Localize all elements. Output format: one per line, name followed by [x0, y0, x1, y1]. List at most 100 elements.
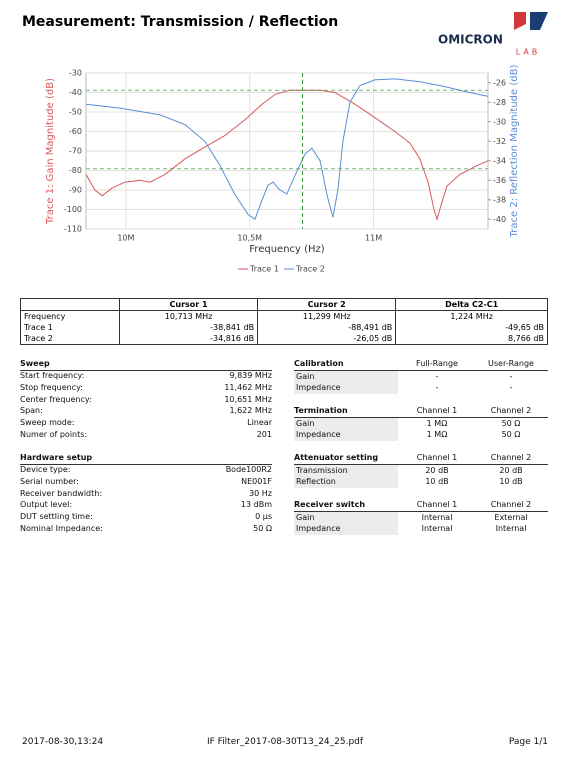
footer-file: IF Filter_2017-08-30T13_24_25.pdf: [206, 737, 364, 747]
section-title: Sweep: [20, 358, 272, 371]
row-label: Trace 1: [20, 322, 120, 333]
cell: Internal: [421, 512, 453, 522]
row-value: 30 Hz: [249, 488, 272, 498]
cell: -: [435, 383, 439, 393]
cell: 1,224 MHz: [395, 310, 548, 322]
logo-mark: [514, 12, 526, 30]
cell: Internal: [495, 524, 527, 534]
footer-page: Page 1/1: [508, 737, 548, 747]
column-header: Channel 1: [416, 453, 458, 462]
cell: Internal: [421, 524, 453, 534]
cell: -49,65 dB: [395, 322, 548, 333]
cell: 8,766 dB: [395, 333, 548, 345]
row-label: Transmission: [294, 464, 398, 477]
cell: 20 dB: [425, 465, 449, 475]
y-tick-label: -110: [64, 225, 82, 234]
y2-tick-label: -34: [493, 156, 506, 165]
legend-label: Trace 1: [249, 265, 279, 274]
row-value: 13 dBm: [240, 500, 272, 510]
logo-sub: LAB: [516, 48, 541, 57]
footer-date: 2017-08-30,13:24: [22, 737, 104, 747]
section-title: Termination: [294, 405, 548, 418]
section-title: Calibration: [294, 358, 548, 371]
header-row: Cursor 1 Cursor 2 Delta C2-C1: [20, 298, 548, 311]
row-label: Impedance: [294, 429, 398, 442]
column-header: Channel 2: [490, 453, 532, 462]
section-title: Attenuator setting: [294, 452, 548, 465]
x-tick-label: 10M: [117, 234, 134, 243]
row-label: Impedance: [294, 523, 398, 536]
cell: -: [435, 371, 439, 381]
row-label: Gain: [294, 417, 398, 430]
row-value: Bode100R2: [225, 465, 272, 474]
cell: -: [509, 383, 513, 393]
row-label: Impedance: [294, 382, 398, 395]
row-value: 11,462 MHz: [224, 382, 272, 392]
y-tick-label: -70: [69, 147, 82, 156]
row-value: 1,622 MHz: [229, 406, 272, 416]
y2-tick-label: -36: [493, 176, 506, 185]
cursor-table: Cursor 1 Cursor 2 Delta C2-C1 Frequency 10,7…: [20, 298, 548, 345]
row-label: Numer of points:: [20, 430, 88, 439]
cell: -88,491 dB: [257, 322, 397, 333]
y-tick-label: -80: [69, 166, 82, 175]
cell: -26,05 dB: [257, 333, 397, 345]
table-row: Frequency 10,713 MHz 11,299 MHz 1,224 MHz: [20, 310, 548, 322]
cell: 20 dB: [499, 465, 523, 475]
cell: 10 dB: [425, 477, 449, 487]
row-label: Gain: [294, 511, 398, 524]
row-label: Sweep mode:: [20, 418, 75, 428]
y-axis-label: Trace 1: Gain Magnitude (dB): [45, 78, 56, 225]
row-label: Nominal Impedance:: [20, 524, 103, 533]
header-cell: Delta C2-C1: [395, 298, 548, 311]
cell: 50 Ω: [501, 418, 521, 428]
row-label: Frequency: [20, 310, 120, 322]
row-value: 10,651 MHz: [224, 394, 272, 404]
y2-tick-label: -26: [493, 78, 506, 87]
header-cell: Cursor 1: [119, 298, 259, 311]
row-label: Output level:: [20, 500, 73, 510]
section-title: Hardware setup: [20, 452, 272, 465]
cell: 10,713 MHz: [119, 310, 259, 322]
legend-label: Trace 2: [295, 265, 325, 274]
row-label: Gain: [294, 370, 398, 383]
chart: Measurement: Transmission / Reflection O…: [22, 12, 548, 274]
y2-tick-label: -40: [493, 215, 506, 224]
table-row: Trace 2 -34,816 dB -26,05 dB 8,766 dB: [20, 333, 548, 345]
row-value: 0 µs: [255, 512, 272, 522]
cell: 1 MΩ: [426, 430, 448, 440]
section-title: Receiver switch: [294, 499, 548, 512]
cell: 11,299 MHz: [257, 310, 397, 322]
row-label: DUT settling time:: [20, 512, 93, 522]
x-axis-label: Frequency (Hz): [249, 244, 325, 255]
trace-line: [85, 78, 489, 221]
y2-axis-label: Trace 2: Reflection Magnitude (dB): [509, 65, 520, 239]
column-header: Channel 1: [416, 500, 458, 509]
row-value: 201: [256, 430, 272, 439]
column-header: Channel 2: [490, 500, 532, 509]
column-header: Channel 1: [416, 406, 458, 415]
cell: External: [494, 512, 528, 522]
logo: OMICRON LAB: [438, 12, 548, 57]
table-row: Trace 1 -38,841 dB -88,491 dB -49,65 dB: [20, 322, 548, 333]
row-label: Serial number:: [20, 476, 79, 486]
y2-tick-label: -30: [493, 117, 506, 126]
x-tick-label: 10,5M: [237, 234, 262, 243]
cell: -38,841 dB: [119, 322, 259, 333]
row-label: Start frequency:: [20, 371, 85, 380]
column-header: Channel 2: [490, 406, 532, 415]
row-value: 9,839 MHz: [229, 371, 272, 380]
page-title: Measurement: Transmission / Reflection: [22, 14, 338, 30]
y-tick-label: -50: [69, 108, 82, 117]
y2-tick-label: -32: [493, 137, 506, 146]
cell: 1 MΩ: [426, 418, 448, 428]
cell: 10 dB: [499, 477, 523, 487]
column-header: User-Range: [488, 359, 534, 368]
row-label: Device type:: [20, 465, 71, 474]
cell: -: [509, 371, 513, 381]
row-value: Linear: [247, 418, 272, 428]
row-label: Center frequency:: [20, 394, 92, 404]
y-tick-label: -30: [69, 69, 82, 78]
row-value: NE001F: [241, 476, 272, 486]
